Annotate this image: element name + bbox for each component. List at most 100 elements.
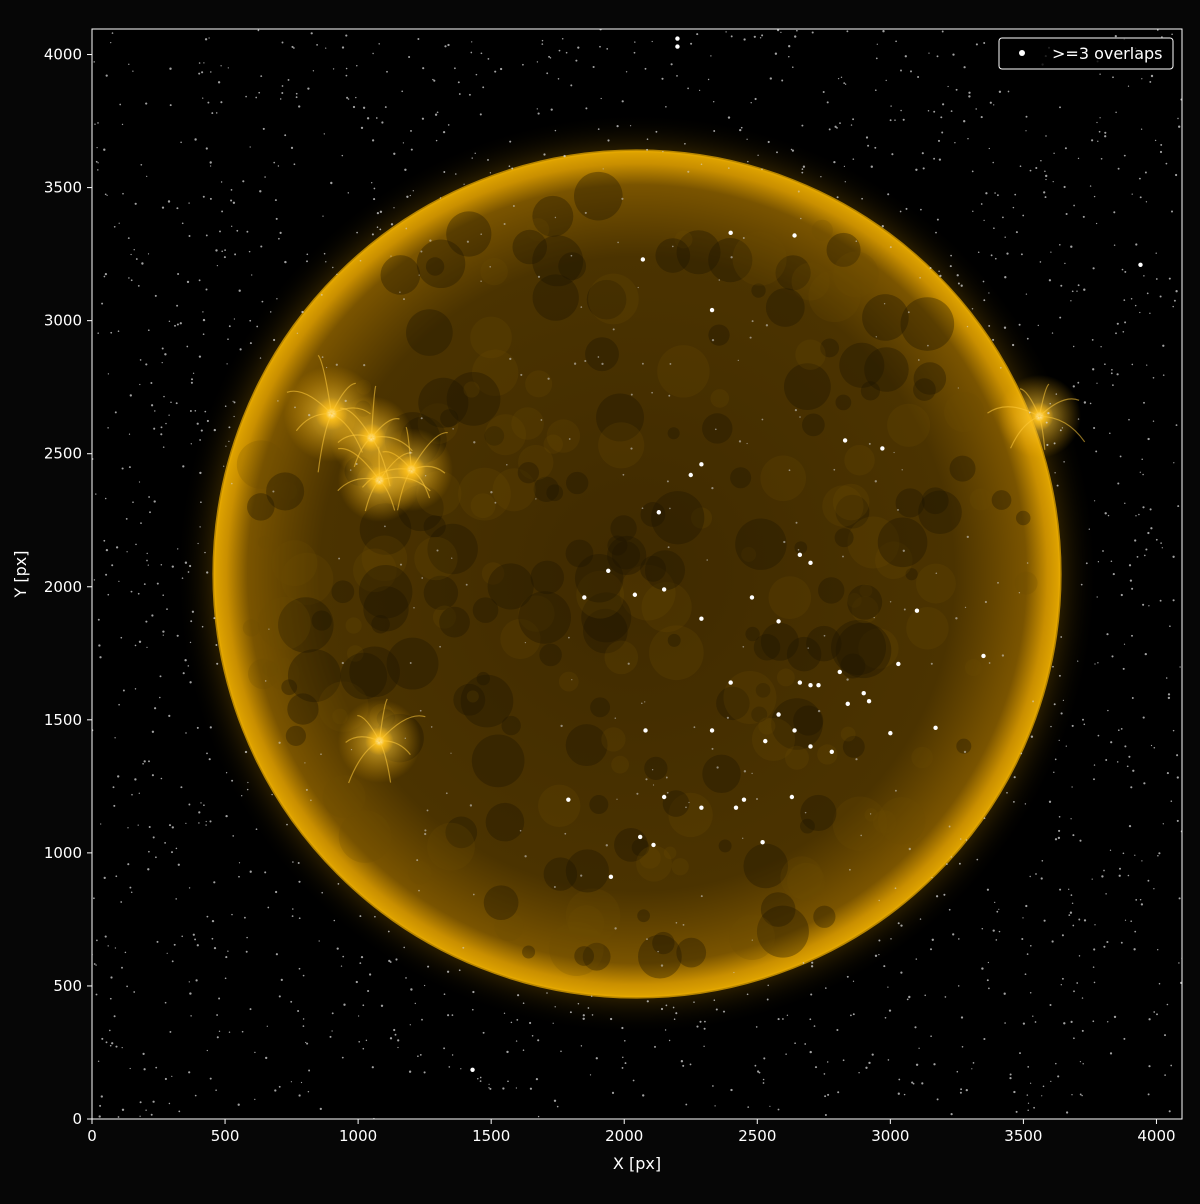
noise-dot <box>580 1045 583 1047</box>
sun-limb <box>212 149 1062 999</box>
sun-texture-blob <box>423 515 446 538</box>
noise-dot <box>259 190 262 193</box>
noise-dot <box>293 163 296 166</box>
noise-dot <box>482 1031 485 1034</box>
noise-dot <box>1145 548 1148 551</box>
overlap-points <box>470 36 1143 1072</box>
noise-dot <box>992 929 995 932</box>
noise-dot <box>107 427 109 429</box>
noise-dot <box>423 984 426 987</box>
noise-dot <box>947 85 949 88</box>
noise-dot <box>203 804 205 807</box>
noise-dot <box>573 362 577 365</box>
data-point <box>981 653 986 659</box>
sun-texture-blob <box>565 888 621 944</box>
noise-dot <box>928 52 930 54</box>
noise-dot <box>215 644 218 646</box>
noise-dot <box>251 274 253 276</box>
noise-dot <box>265 1056 268 1060</box>
noise-dot <box>827 1093 830 1096</box>
noise-dot <box>1120 941 1123 944</box>
noise-dot <box>1130 786 1133 789</box>
noise-dot <box>390 255 392 257</box>
sun-texture-blob <box>526 218 550 242</box>
noise-dot <box>883 965 886 968</box>
noise-dot <box>751 320 754 323</box>
sun-texture-blob <box>611 755 630 774</box>
noise-dot <box>646 1000 649 1003</box>
noise-dot <box>153 427 156 430</box>
data-point <box>861 691 866 696</box>
sun-texture-blob <box>918 490 962 535</box>
sun-texture-blob <box>900 297 955 351</box>
data-point <box>914 608 920 613</box>
noise-dot <box>110 41 112 44</box>
noise-dot <box>489 172 492 174</box>
noise-dot <box>755 1026 758 1028</box>
noise-dot <box>246 788 249 791</box>
noise-dot <box>669 507 671 510</box>
noise-dot <box>294 406 296 409</box>
noise-dot <box>432 78 434 81</box>
legend: >=3 overlaps <box>998 37 1174 70</box>
noise-dot <box>959 1091 962 1094</box>
noise-dot <box>189 410 192 412</box>
sun-texture-blob <box>589 795 609 815</box>
noise-dot <box>698 89 701 92</box>
noise-dot <box>442 130 446 134</box>
sun-texture-blob <box>549 921 604 976</box>
noise-dot <box>409 662 412 664</box>
noise-dot <box>1143 401 1145 404</box>
noise-dot <box>362 1047 365 1050</box>
noise-dot <box>972 210 974 213</box>
sun-texture-blob <box>775 255 811 291</box>
noise-dot <box>1144 652 1147 656</box>
noise-dot <box>111 564 114 567</box>
noise-dot <box>1071 290 1074 293</box>
noise-dot <box>1139 471 1141 473</box>
sun-texture-blob <box>483 885 519 921</box>
noise-dot <box>1044 196 1047 199</box>
noise-dot <box>1146 364 1148 366</box>
noise-dot <box>1097 561 1100 563</box>
noise-dot <box>757 154 759 156</box>
noise-dot <box>408 1070 412 1073</box>
data-point <box>880 446 885 451</box>
noise-dot <box>424 474 427 477</box>
noise-dot <box>1113 1015 1117 1019</box>
noise-dot <box>176 634 179 637</box>
noise-dot <box>875 57 878 60</box>
sun-texture-blob <box>546 419 581 453</box>
noise-dot <box>627 662 630 665</box>
noise-dot <box>889 246 892 249</box>
noise-dot <box>1142 473 1144 476</box>
noise-dot <box>409 451 412 454</box>
noise-dot <box>852 118 855 121</box>
noise-dot <box>936 218 939 221</box>
noise-dot <box>836 1028 839 1032</box>
noise-dot <box>651 391 653 394</box>
coronal-loop <box>1038 416 1046 450</box>
noise-dot <box>1116 373 1119 376</box>
sun-texture-blob <box>702 754 741 794</box>
noise-dot <box>1097 140 1099 142</box>
noise-dot <box>1049 1003 1052 1007</box>
noise-dot <box>450 752 452 754</box>
noise-dot <box>900 109 902 112</box>
sun-texture-blob <box>847 584 883 620</box>
noise-dot <box>403 946 405 949</box>
noise-dot <box>597 128 600 130</box>
noise-dot <box>676 75 678 77</box>
noise-dot <box>264 871 267 874</box>
noise-dot <box>998 908 1000 910</box>
noise-dot <box>194 138 197 141</box>
noise-dot <box>1170 210 1174 213</box>
noise-dot <box>1147 531 1150 535</box>
noise-dot <box>1062 699 1065 702</box>
noise-dot <box>759 37 762 39</box>
noise-dot <box>878 953 880 956</box>
noise-dot <box>115 1045 118 1048</box>
sun-texture-blob <box>662 790 690 817</box>
sun-texture-blob <box>636 845 672 882</box>
noise-dot <box>1104 512 1107 515</box>
